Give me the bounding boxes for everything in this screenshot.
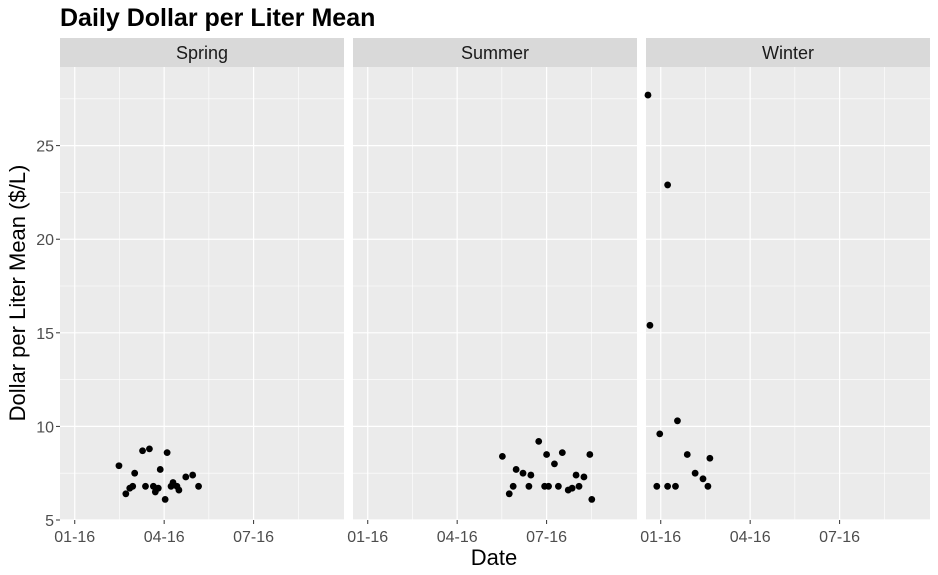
data-point [525, 482, 533, 490]
data-point [131, 469, 139, 477]
data-point [588, 496, 596, 503]
data-point [580, 473, 588, 481]
data-point [505, 490, 513, 498]
data-point [691, 469, 699, 477]
data-point [644, 91, 652, 99]
data-point [122, 490, 130, 498]
data-point [498, 452, 506, 460]
data-point [704, 482, 712, 490]
data-point [586, 451, 594, 458]
data-point [195, 482, 202, 490]
facet-summer: Summer 01-16 04-16 07-16 [347, 38, 637, 546]
x-tick-label: 01-16 [640, 529, 681, 546]
x-axis-title: Date [471, 545, 517, 570]
x-tick-label: 07-16 [819, 529, 860, 546]
data-point [182, 473, 190, 481]
y-tick-label: 25 [36, 139, 54, 156]
data-point [674, 417, 681, 425]
data-point [646, 321, 654, 329]
facet-strip-label: Spring [176, 43, 228, 63]
data-point [554, 482, 562, 490]
x-tick-label: 07-16 [526, 529, 567, 546]
data-point [551, 460, 558, 468]
x-tick-label: 04-16 [144, 529, 185, 546]
data-point [575, 482, 583, 490]
data-point [519, 469, 527, 477]
data-point [509, 482, 517, 490]
x-tick-label: 01-16 [347, 529, 388, 546]
data-point [568, 484, 576, 492]
facet-strip [60, 38, 344, 67]
facet-panels: Spring 01-16 04-16 07-16 Summer 01-16 04-16 07-… [54, 38, 930, 546]
data-point [115, 462, 123, 470]
data-point [653, 482, 661, 490]
panel-background [646, 67, 930, 520]
data-point [572, 471, 580, 479]
chart-title: Daily Dollar per Liter Mean [60, 4, 375, 32]
data-point [699, 475, 707, 483]
x-tick-label: 01-16 [54, 529, 95, 546]
data-point [543, 451, 550, 458]
data-point [156, 466, 164, 473]
x-tick-label: 07-16 [233, 529, 274, 546]
data-point [146, 445, 153, 453]
data-point [672, 482, 679, 490]
data-point [683, 451, 691, 458]
data-point [664, 181, 672, 189]
facet-strip [646, 38, 930, 67]
data-point [189, 471, 197, 479]
data-point [175, 486, 183, 494]
data-point [163, 449, 171, 457]
x-tick-label: 04-16 [730, 529, 771, 546]
data-point [129, 482, 137, 490]
data-point [535, 437, 543, 445]
data-point [706, 454, 714, 462]
facet-strip-label: Winter [762, 43, 814, 63]
data-point [656, 430, 664, 438]
y-tick-label: 5 [45, 513, 54, 530]
facet-strip [353, 38, 637, 67]
data-point [664, 482, 672, 490]
data-point [512, 466, 520, 473]
y-axis-title: Dollar per Liter Mean ($/L) [5, 165, 30, 422]
y-tick-label: 20 [36, 232, 54, 249]
y-axis: 5 10 15 20 25 [36, 139, 60, 530]
data-point [161, 496, 169, 503]
facet-spring: Spring 01-16 04-16 07-16 [54, 38, 344, 546]
data-point [142, 482, 149, 490]
data-point [154, 484, 162, 492]
facet-strip-label: Summer [461, 43, 529, 63]
data-point [139, 447, 146, 455]
panel-background [353, 67, 637, 520]
facet-winter: Winter 01-16 04-16 07-16 [640, 38, 930, 546]
panel-background [60, 67, 344, 520]
y-tick-label: 10 [36, 419, 54, 436]
x-tick-label: 04-16 [437, 529, 478, 546]
data-point [527, 471, 535, 479]
y-tick-label: 15 [36, 326, 54, 343]
data-point [545, 482, 552, 490]
data-point [558, 449, 566, 457]
